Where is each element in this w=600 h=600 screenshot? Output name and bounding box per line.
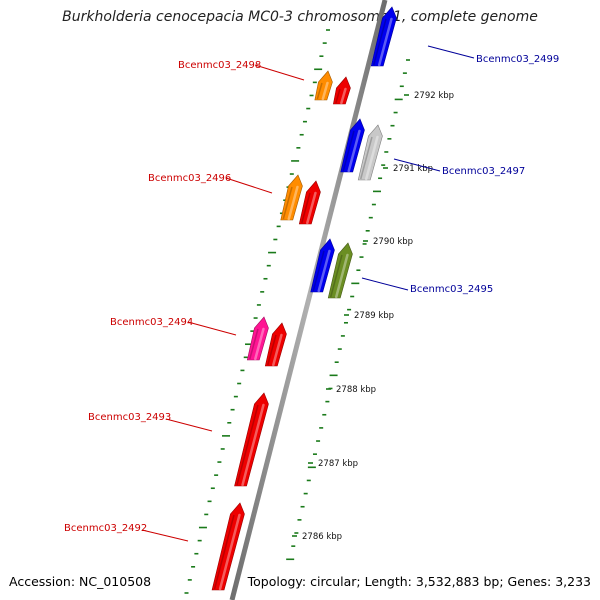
label-connector — [187, 321, 237, 336]
gene-label: Bcenmc03_2498 — [178, 60, 261, 71]
scale-tick-label: 2788 kbp — [336, 385, 376, 395]
gene-bcenmc03_2492 — [211, 502, 245, 591]
scale-bar: 2792 kbp 2791 kbp 2790 kbp 2789 kbp 2788 kbp… — [292, 91, 454, 542]
gene-label: Bcenmc03_2496 — [148, 173, 231, 184]
page-title: Burkholderia cenocepacia MC0-3 chromosom… — [62, 9, 538, 25]
label-connector — [141, 529, 189, 542]
gene-labels: Bcenmc03_2499 Bcenmc03_2498 Bcenmc03_2497 B… — [64, 45, 559, 542]
gene-feature-2 — [333, 76, 351, 105]
gene-label: Bcenmc03_2494 — [110, 317, 193, 328]
gene-bcenmc03_2494 — [246, 316, 269, 361]
gene-bcenmc03_2496 — [280, 174, 303, 221]
gene-bcenmc03_2498 — [314, 70, 333, 101]
scale-tick-label: 2790 kbp — [373, 237, 413, 247]
label-connector — [225, 177, 273, 194]
scale-tick-label: 2792 kbp — [414, 91, 454, 101]
scale-tick-label: 2791 kbp — [393, 164, 433, 174]
scale-tick-label: 2789 kbp — [354, 311, 394, 321]
accession-text: Accession: NC_010508 — [9, 574, 152, 589]
gene-bcenmc03_2497 — [357, 124, 383, 181]
gene-label: Bcenmc03_2493 — [88, 412, 171, 423]
gene-feature-7 — [310, 238, 335, 293]
gene-feature-3 — [340, 118, 365, 173]
label-connector — [254, 64, 305, 81]
chromosome-backbone — [229, 0, 388, 600]
gene-label: Bcenmc03_2499 — [476, 54, 559, 65]
topology-text: Topology: circular; Length: 3,532,883 bp… — [247, 574, 591, 589]
gene-feature-10 — [264, 322, 287, 367]
gene-label: Bcenmc03_2495 — [410, 284, 493, 295]
gene-bcenmc03_2495 — [327, 242, 353, 299]
label-connector — [393, 158, 441, 172]
label-connector — [361, 277, 409, 291]
gene-features — [211, 6, 397, 591]
scale-tick-label: 2786 kbp — [302, 532, 342, 542]
label-connector — [427, 45, 475, 59]
label-connector — [165, 418, 213, 432]
gene-bcenmc03_2493 — [234, 392, 269, 487]
gene-label: Bcenmc03_2497 — [442, 166, 525, 177]
scale-tick-label: 2787 kbp — [318, 459, 358, 469]
gene-feature-6 — [298, 180, 321, 225]
tick-marks — [184, 29, 410, 594]
gene-label: Bcenmc03_2492 — [64, 523, 147, 534]
gene-bcenmc03_2499 — [370, 6, 397, 67]
